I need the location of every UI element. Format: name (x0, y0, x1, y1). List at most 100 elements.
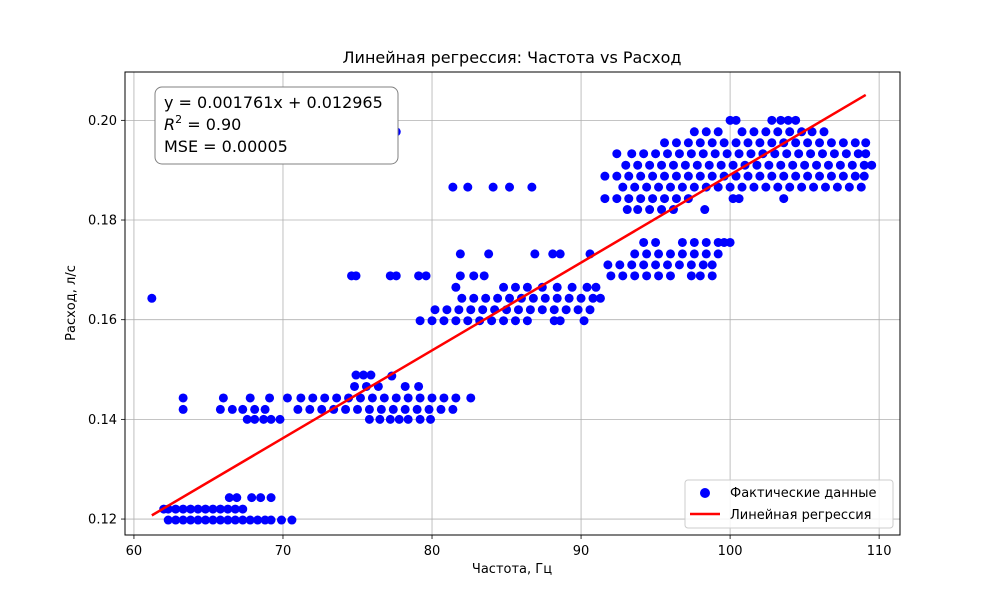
data-point (276, 515, 286, 525)
data-point (859, 160, 869, 170)
data-point (627, 260, 637, 270)
data-point (761, 127, 771, 137)
data-point (612, 149, 622, 159)
data-point (427, 316, 437, 326)
data-point (615, 260, 625, 270)
data-point (478, 305, 488, 315)
data-point (585, 305, 595, 315)
scatter-layer (147, 115, 877, 525)
data-point (260, 404, 270, 414)
data-point (259, 414, 269, 424)
data-point (867, 160, 877, 170)
data-point (555, 249, 565, 259)
data-point (308, 393, 318, 403)
data-point (700, 205, 710, 215)
data-point (809, 182, 819, 192)
data-point (265, 393, 275, 403)
data-point (636, 171, 646, 181)
data-point (689, 249, 699, 259)
data-point (838, 138, 848, 148)
data-point (548, 249, 558, 259)
data-point (671, 194, 681, 204)
data-point (600, 171, 610, 181)
data-point (439, 393, 449, 403)
data-point (630, 182, 640, 192)
data-point (540, 293, 550, 303)
data-point (561, 305, 571, 315)
data-point (186, 504, 196, 514)
data-point (448, 182, 458, 192)
data-point (861, 138, 871, 148)
data-point (484, 249, 494, 259)
data-point (537, 305, 547, 315)
data-point (227, 404, 237, 414)
data-point (215, 404, 225, 414)
data-point (639, 237, 649, 247)
data-point (595, 293, 605, 303)
data-point (642, 271, 652, 281)
data-point (767, 115, 777, 125)
data-point (186, 515, 196, 525)
data-point (648, 194, 658, 204)
data-point (147, 293, 157, 303)
data-point (612, 194, 622, 204)
data-point (803, 138, 813, 148)
data-point (525, 305, 535, 315)
legend-line-label: Линейная регрессия (730, 508, 871, 523)
data-point (403, 393, 413, 403)
data-point (767, 138, 777, 148)
data-point (785, 127, 795, 137)
data-point (588, 293, 598, 303)
y-tick-label: 0.14 (88, 413, 117, 428)
data-point (439, 316, 449, 326)
data-point (253, 515, 263, 525)
data-point (773, 127, 783, 137)
data-point (332, 393, 342, 403)
data-point (466, 393, 476, 403)
data-point (707, 138, 717, 148)
data-point (355, 393, 365, 403)
equation-text: y = 0.001761x + 0.012965 (164, 93, 383, 112)
data-point (791, 138, 801, 148)
data-point (657, 205, 667, 215)
data-point (651, 237, 661, 247)
regression-line-layer (151, 93, 867, 517)
data-point (668, 160, 678, 170)
data-point (178, 515, 188, 525)
legend-scatter-marker (700, 488, 710, 498)
data-point (250, 404, 260, 414)
data-point (731, 115, 741, 125)
data-point (379, 393, 389, 403)
data-point (707, 171, 717, 181)
data-point (552, 293, 562, 303)
r2-value: = 0.90 (182, 115, 241, 134)
data-point (859, 171, 869, 181)
data-point (850, 171, 860, 181)
data-point (627, 149, 637, 159)
data-point (791, 115, 801, 125)
data-point (803, 171, 813, 181)
data-point (567, 282, 577, 292)
x-axis-title: Частота, Гц (472, 562, 552, 577)
data-point (701, 249, 711, 259)
data-point (665, 182, 675, 192)
data-point (755, 171, 765, 181)
data-point (665, 249, 675, 259)
data-point (785, 182, 795, 192)
data-point (250, 414, 260, 424)
data-point (403, 414, 413, 424)
data-point (737, 127, 747, 137)
data-point (719, 138, 729, 148)
data-point (178, 504, 188, 514)
data-point (479, 271, 489, 281)
data-point (493, 293, 503, 303)
legend-scatter-label: Фактические данные (730, 486, 877, 501)
data-point (800, 160, 810, 170)
data-point (624, 171, 634, 181)
data-point (686, 271, 696, 281)
data-point (704, 160, 714, 170)
data-point (731, 138, 741, 148)
legend: Фактические данные Линейная регрессия (684, 479, 894, 529)
data-point (791, 171, 801, 181)
data-point (454, 305, 464, 315)
